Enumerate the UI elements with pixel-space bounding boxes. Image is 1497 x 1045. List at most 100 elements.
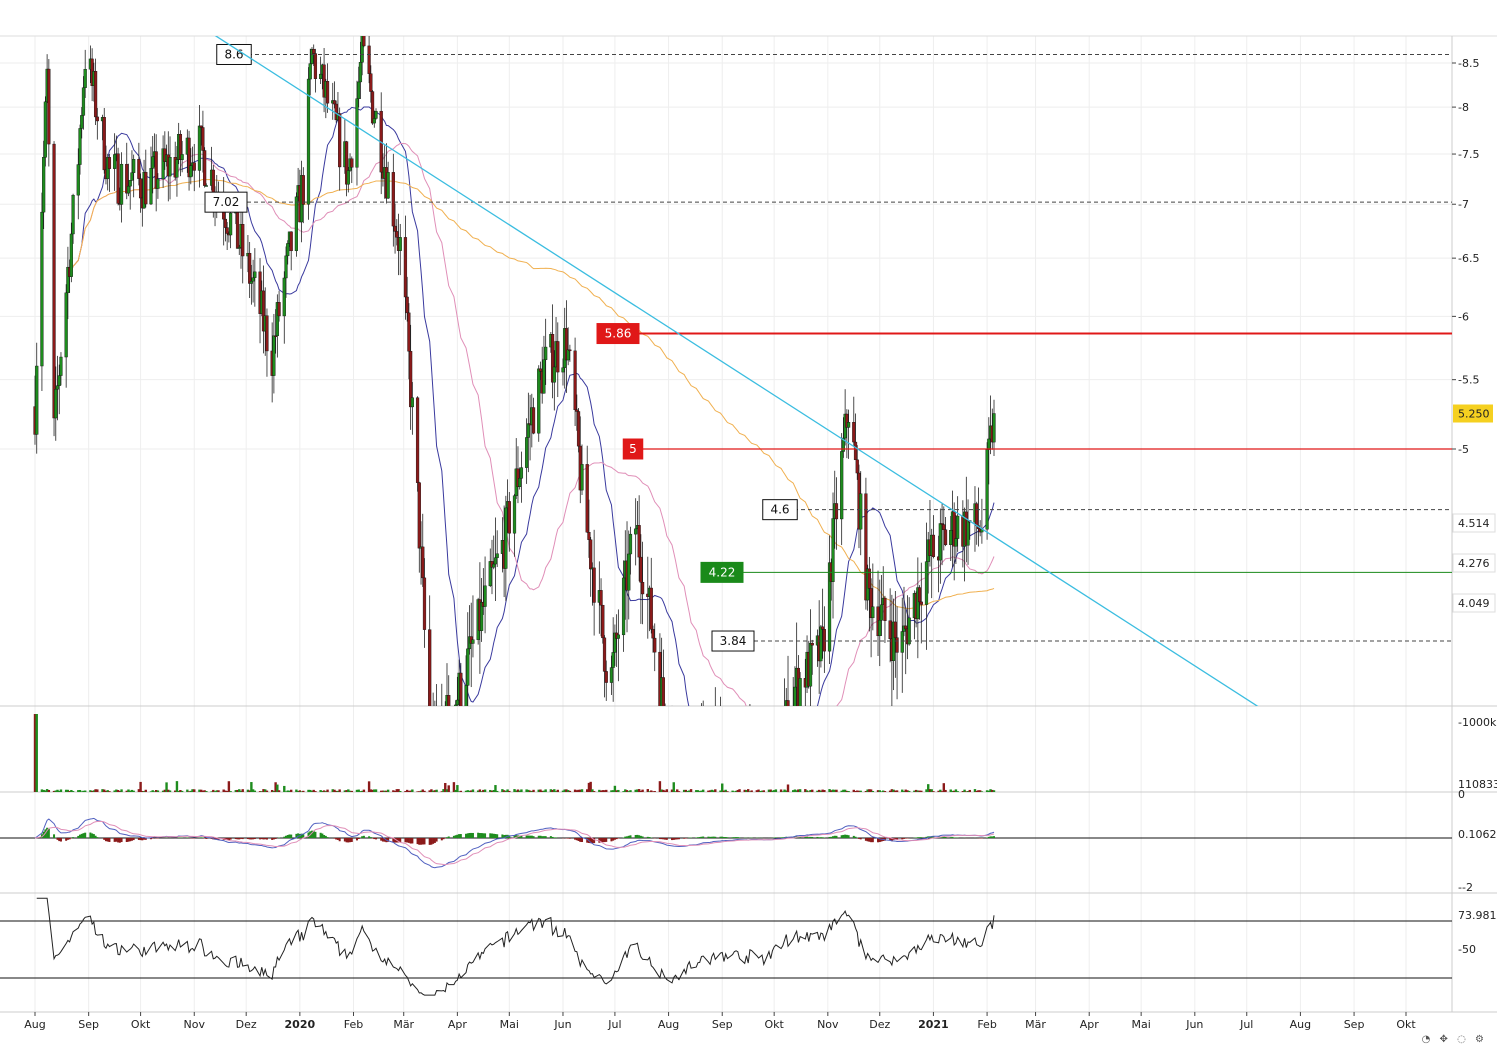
candle-body: [605, 671, 608, 682]
candle-body: [113, 155, 116, 169]
candle-body: [854, 442, 857, 460]
macd-histogram-bar: [477, 833, 479, 838]
macd-histogram-bar: [430, 838, 432, 845]
macd-histogram-bar: [533, 836, 535, 838]
macd-histogram-bar: [327, 837, 329, 838]
candle-body: [577, 411, 580, 446]
candle-body: [532, 408, 535, 434]
candle-body: [513, 496, 516, 534]
volume-bar: [456, 785, 458, 792]
candle-body: [794, 687, 797, 708]
macd-histogram-bar: [867, 838, 869, 841]
candle-body: [518, 478, 521, 486]
candle-body: [650, 588, 653, 629]
macd-histogram-bar: [988, 837, 990, 838]
candle-body: [250, 281, 253, 283]
macd-histogram-bar: [858, 838, 860, 839]
reset-icon[interactable]: ◌: [1457, 1034, 1469, 1045]
candle-body: [77, 165, 80, 196]
macd-histogram-bar: [844, 835, 846, 838]
candle-body: [375, 111, 378, 118]
macd-histogram-bar: [541, 836, 543, 838]
volume-bar: [520, 789, 522, 792]
candle-body: [581, 464, 584, 490]
macd-histogram-bar: [616, 838, 618, 839]
candle-body: [747, 769, 750, 802]
candle-body: [880, 605, 883, 621]
macd-histogram-bar: [429, 838, 431, 845]
macd-histogram-bar: [408, 838, 410, 843]
zoom-icon[interactable]: ◔: [1422, 1034, 1434, 1045]
macd-histogram-bar: [467, 833, 469, 838]
candle-body: [712, 737, 715, 749]
toolbar-icons[interactable]: ◔ ✥ ◌ ⚙: [1422, 1034, 1487, 1044]
macd-histogram-bar: [855, 837, 857, 838]
candle-body: [993, 414, 996, 443]
candle-body: [674, 761, 677, 769]
macd-histogram-bar: [380, 838, 382, 841]
macd-histogram-bar: [829, 837, 831, 838]
candle-body: [709, 765, 712, 777]
macd-histogram-bar: [72, 837, 74, 838]
candle-body: [484, 586, 487, 607]
macd-histogram-bar: [470, 833, 472, 838]
volume-bar: [181, 791, 183, 792]
x-tick-label: Aug: [24, 1018, 45, 1031]
candle-body: [799, 678, 802, 708]
macd-histogram-bar: [247, 838, 249, 839]
macd-histogram-bar: [60, 838, 62, 842]
volume-bar: [96, 789, 98, 792]
macd-histogram-bar: [659, 838, 661, 839]
y-tick-label: -7.5: [1458, 148, 1479, 161]
y-tick-label: -6: [1458, 310, 1469, 323]
rsi-last-value: 73.9817: [1458, 909, 1497, 922]
candle-body: [920, 602, 923, 605]
volume-bar: [48, 790, 50, 792]
macd-histogram-bar: [53, 834, 55, 838]
macd-histogram-bar: [709, 837, 711, 838]
volume-bar: [36, 714, 38, 792]
macd-histogram-bar: [567, 838, 569, 839]
candle-body: [392, 172, 395, 226]
volume-bar: [205, 791, 207, 792]
macd-histogram-bar: [356, 838, 358, 840]
candle-body: [878, 620, 881, 636]
macd-histogram-bar: [491, 833, 493, 838]
candle-body: [520, 468, 523, 479]
macd-histogram-bar: [848, 835, 850, 838]
volume-bar: [157, 790, 159, 792]
macd-histogram-bar: [81, 834, 83, 838]
volume-last-value: 110833: [1458, 778, 1497, 791]
macd-signal-line: [35, 821, 994, 864]
volume-bar: [139, 782, 141, 792]
macd-histogram-bar: [835, 836, 837, 838]
macd-histogram-bar: [991, 836, 993, 838]
candle-body: [79, 128, 82, 164]
last-price-label: 5.250: [1458, 408, 1490, 421]
macd-panel: 0.10621--2: [0, 818, 1497, 894]
settings-icon[interactable]: ⚙: [1475, 1034, 1487, 1045]
macd-histogram-bar: [95, 836, 97, 838]
candle-body: [840, 451, 843, 519]
candle-body: [574, 351, 577, 410]
candle-body: [894, 622, 897, 638]
candle-body: [127, 186, 130, 193]
macd-histogram-bar: [235, 838, 237, 839]
candlestick-series: [34, 15, 996, 859]
candle-body: [224, 219, 227, 228]
volume-bar: [726, 791, 728, 792]
candle-body: [295, 197, 298, 251]
candle-body: [593, 568, 596, 603]
candle-body: [811, 643, 814, 645]
candle-body: [117, 154, 120, 204]
candle-body: [411, 398, 414, 407]
macd-histogram-bar: [126, 838, 128, 842]
macd-histogram-bar: [649, 837, 651, 838]
macd-histogram-bar: [404, 838, 406, 842]
candle-body: [697, 762, 700, 780]
macd-histogram-bar: [906, 838, 908, 839]
candle-body: [359, 62, 362, 82]
pan-icon[interactable]: ✥: [1440, 1034, 1451, 1045]
